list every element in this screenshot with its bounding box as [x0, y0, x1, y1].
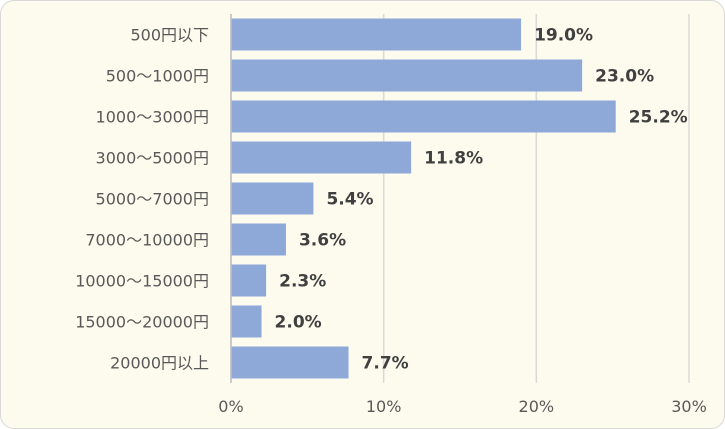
x-tick-label: 20%	[519, 397, 555, 416]
data-label: 7.7%	[362, 354, 409, 374]
data-label: 11.8%	[424, 149, 483, 169]
data-label: 23.0%	[595, 67, 654, 87]
bar	[231, 100, 616, 133]
data-label: 2.0%	[275, 313, 322, 333]
category-label: 15000～20000円	[75, 313, 209, 332]
bar	[231, 59, 583, 92]
category-label: 500円以下	[130, 26, 209, 45]
data-label: 19.0%	[534, 26, 593, 46]
category-label: 7000～10000円	[85, 231, 209, 250]
data-label: 3.6%	[299, 231, 346, 251]
bar	[231, 264, 267, 297]
category-label: 10000～15000円	[75, 272, 209, 291]
bar	[231, 223, 286, 256]
data-label: 5.4%	[326, 190, 373, 210]
bar	[231, 305, 262, 338]
x-tick-label: 10%	[366, 397, 402, 416]
category-label: 3000～5000円	[96, 149, 209, 168]
bar	[231, 346, 349, 379]
data-label: 25.2%	[629, 108, 688, 128]
bar	[231, 141, 412, 174]
bar	[231, 18, 522, 51]
category-label: 500～1000円	[106, 67, 209, 86]
bar	[231, 182, 314, 215]
category-label: 5000～7000円	[96, 190, 209, 209]
category-label: 1000～3000円	[96, 108, 209, 127]
x-tick-label: 30%	[671, 397, 707, 416]
data-label: 2.3%	[279, 272, 326, 292]
category-label: 20000円以上	[110, 354, 209, 373]
x-tick-label: 0%	[218, 397, 243, 416]
